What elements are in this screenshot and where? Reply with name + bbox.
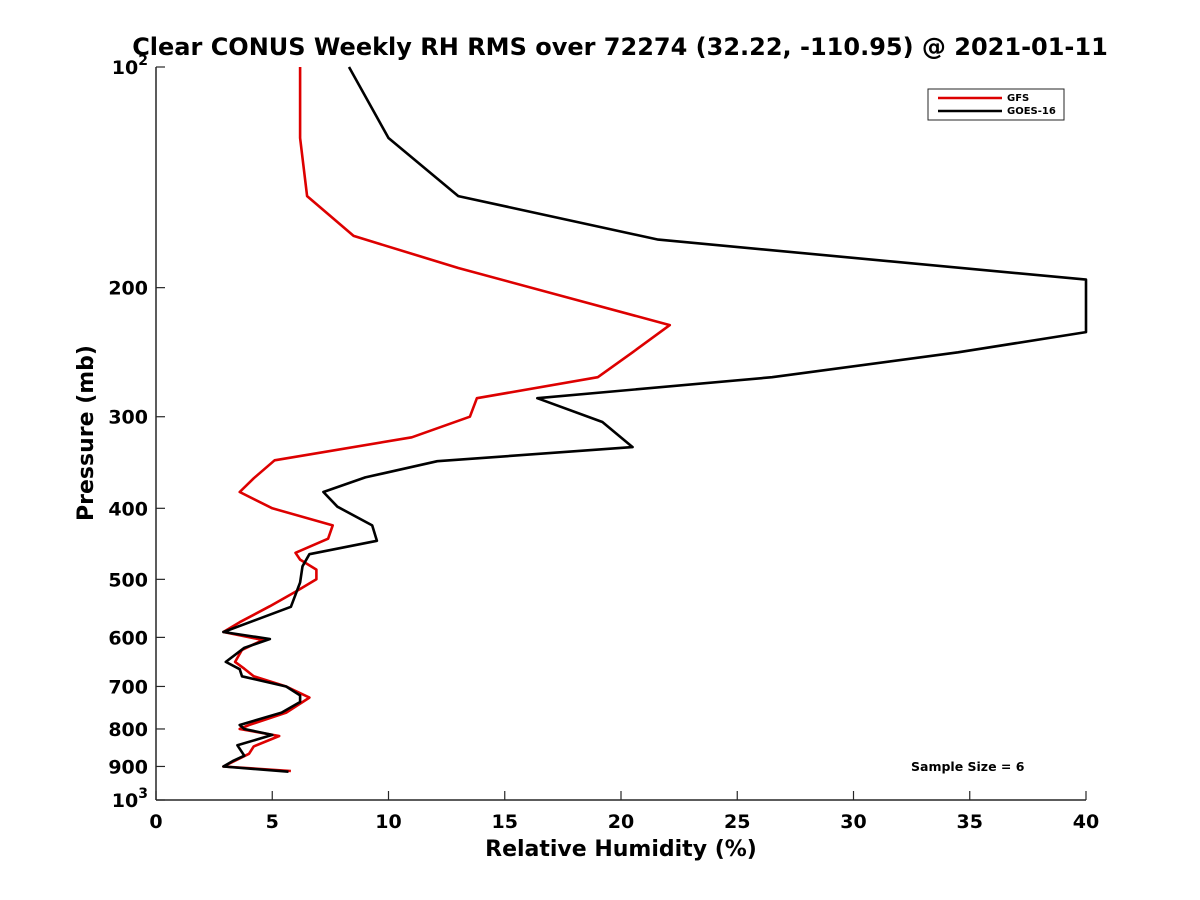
series-line-gfs: [222, 67, 672, 773]
chart-title: Clear CONUS Weekly RH RMS over 72274 (32…: [132, 33, 1108, 61]
y-tick-label: 300: [108, 407, 148, 429]
y-tick-label: 102: [112, 53, 148, 79]
x-ticks: 0 5 10 15 20 25 30 35 40: [149, 791, 1099, 833]
x-tick-label: 40: [1073, 811, 1099, 833]
legend-label-gfs: GFS: [1007, 93, 1029, 104]
y-tick-label: 600: [108, 627, 148, 649]
x-tick-label: 25: [724, 811, 750, 833]
y-tick-label: 900: [108, 756, 148, 778]
y-tick-label: 700: [108, 676, 148, 698]
x-tick-label: 20: [608, 811, 634, 833]
plot-area: [156, 67, 1086, 800]
x-tick-label: 15: [492, 811, 518, 833]
y-ticks: 102 200 300 400 500 600 700 800 900 103: [108, 53, 165, 812]
y-axis-label: Pressure (mb): [74, 345, 99, 521]
sample-size-annotation: Sample Size = 6: [911, 759, 1025, 774]
series-layer: [222, 66, 1088, 773]
y-tick-label: 800: [108, 719, 148, 741]
x-tick-label: 30: [840, 811, 866, 833]
y-tick-label: 103: [112, 786, 148, 812]
legend-label-goes16: GOES-16: [1007, 106, 1056, 117]
x-tick-label: 0: [149, 811, 162, 833]
legend: GFS GOES-16: [927, 88, 1065, 121]
x-tick-label: 10: [375, 811, 401, 833]
x-axis-label: Relative Humidity (%): [485, 837, 757, 862]
x-tick-label: 35: [957, 811, 983, 833]
y-tick-label: 200: [108, 278, 148, 300]
series-line-goes16: [222, 66, 1088, 773]
y-tick-label: 400: [108, 498, 148, 520]
y-tick-label: 500: [108, 569, 148, 591]
legend-box: [927, 88, 1065, 121]
x-tick-label: 5: [266, 811, 279, 833]
